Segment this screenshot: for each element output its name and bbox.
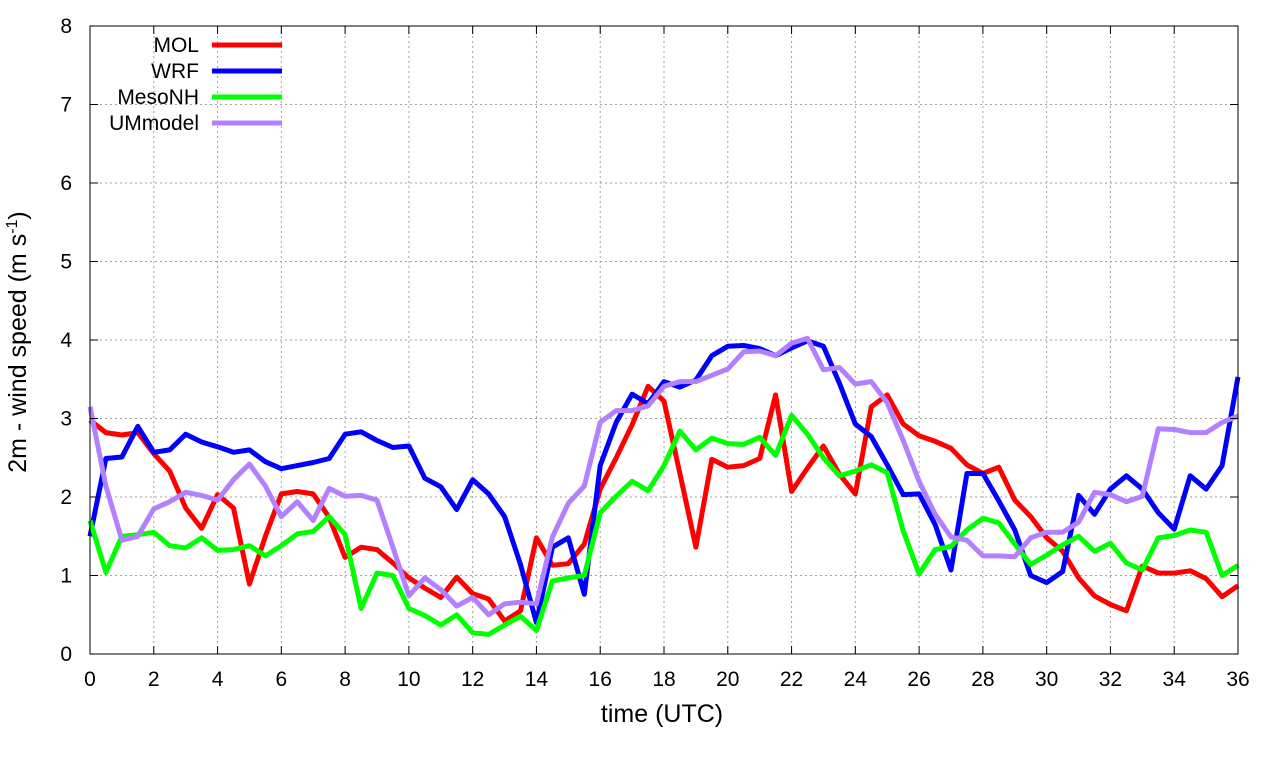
y-tick-label: 7	[60, 94, 72, 117]
y-tick-label: 8	[60, 15, 72, 38]
x-tick-label: 18	[652, 668, 675, 691]
x-tick-label: 16	[589, 668, 612, 691]
series-line-mol	[88, 383, 1240, 624]
axis-ticks: 0 2 4 6 8 10 12 14 16 18 20 22 24 26 28 30 32 34 360123456…	[60, 15, 1249, 691]
x-tick-label: 14	[525, 668, 549, 691]
x-axis-label: time (UTC)	[601, 700, 723, 728]
x-tick-label: 20	[716, 668, 739, 691]
legend: MOL WRF MesoNH UMmodel	[109, 34, 282, 135]
y-tick-label: 3	[60, 408, 72, 431]
y-tick-label: 5	[60, 251, 72, 274]
x-tick-label: 36	[1226, 668, 1249, 691]
y-axis-label-sup: -1	[4, 219, 21, 233]
x-tick-label: 30	[1035, 668, 1058, 691]
x-tick-label: 4	[212, 668, 224, 691]
legend-label-mesonh: MesoNH	[117, 86, 199, 109]
series-line-mesonh	[87, 412, 1240, 637]
y-axis-label: 2m - wind speed (m s-1)	[4, 211, 32, 473]
y-tick-label: 4	[60, 329, 72, 352]
x-tick-label: 10	[397, 668, 420, 691]
series-line-wrf	[87, 338, 1241, 626]
y-tick-label: 0	[60, 643, 72, 666]
y-tick-label: 6	[60, 172, 72, 195]
x-tick-label: 12	[461, 668, 484, 691]
x-tick-label: 0	[84, 668, 96, 691]
x-tick-label: 8	[339, 668, 351, 691]
legend-label-wrf: WRF	[151, 60, 199, 83]
legend-label-ummodel: UMmodel	[109, 112, 199, 135]
x-tick-label: 22	[780, 668, 803, 691]
series-lines	[87, 335, 1241, 637]
y-tick-label: 2	[60, 486, 72, 509]
legend-label-mol: MOL	[153, 34, 199, 57]
x-tick-label: 26	[907, 668, 930, 691]
x-tick-label: 24	[844, 668, 868, 691]
x-tick-label: 2	[148, 668, 160, 691]
x-tick-label: 34	[1163, 668, 1187, 691]
x-tick-label: 6	[275, 668, 287, 691]
x-tick-label: 32	[1099, 668, 1122, 691]
x-tick-label: 28	[971, 668, 994, 691]
series-line-ummodel	[87, 335, 1239, 618]
y-axis-label-close: )	[4, 211, 32, 219]
y-tick-label: 1	[60, 565, 72, 588]
y-axis-label-main: 2m - wind speed (m s	[4, 234, 32, 473]
